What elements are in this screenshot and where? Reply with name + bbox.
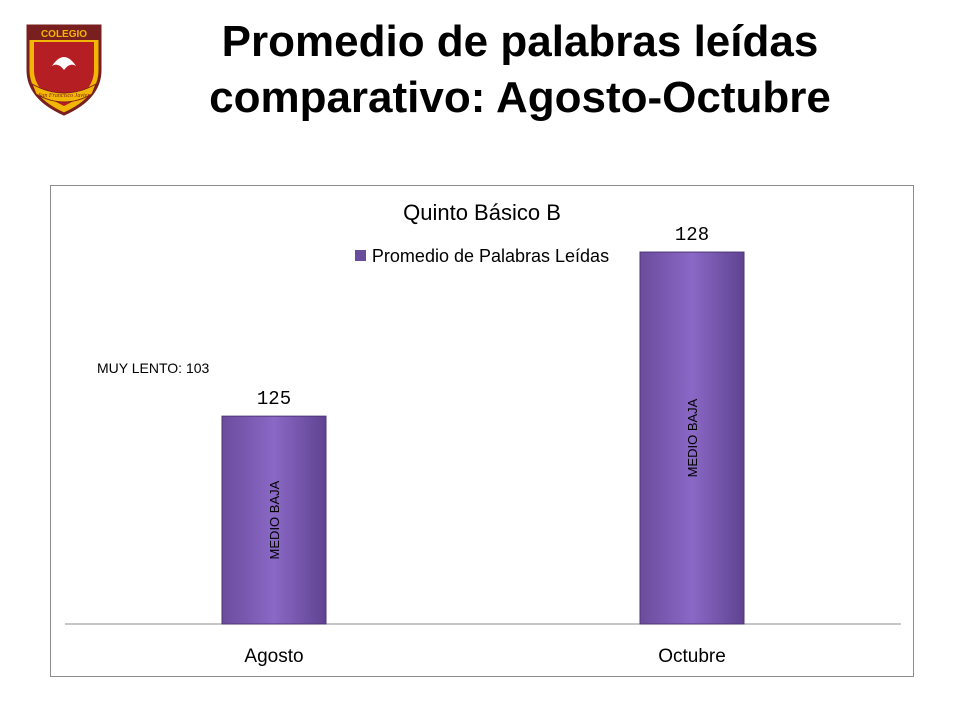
- bar-inner-label-octubre: MEDIO BAJA: [685, 398, 700, 477]
- legend-label: Promedio de Palabras Leídas: [371, 246, 610, 266]
- data-label-agosto: 125: [257, 388, 291, 410]
- chart-frame: 125 Agosto MEDIO BAJA 128 Octubre MEDIO BAJA …: [50, 185, 914, 677]
- school-crest-logo: COLEGIO San Francisco Javier: [26, 24, 102, 116]
- bar-chart: 125 Agosto MEDIO BAJA 128 Octubre MEDIO BAJA: [65, 224, 901, 667]
- logo-subtext: San Francisco Javier: [38, 93, 90, 99]
- page-title-line-2: comparativo: Agosto-Octubre: [209, 73, 831, 122]
- tick-label-octubre: Octubre: [658, 646, 726, 667]
- bar-octubre: [639, 251, 745, 625]
- legend-swatch: [354, 249, 366, 261]
- svg-text:MEDIO BAJA: MEDIO BAJA: [267, 480, 282, 559]
- tick-label-agosto: Agosto: [244, 646, 303, 667]
- page-title: Promedio de palabras leídas comparativo:…: [120, 14, 920, 126]
- svg-text:MEDIO BAJA: MEDIO BAJA: [685, 398, 700, 477]
- chart-annotation: MUY LENTO: 103: [97, 360, 210, 376]
- chart-title: Quinto Básico B: [403, 200, 561, 225]
- data-label-octubre: 128: [675, 224, 709, 246]
- bar-agosto: [221, 415, 327, 625]
- page-title-line-1: Promedio de palabras leídas: [221, 17, 819, 66]
- bar-inner-label-agosto: MEDIO BAJA: [267, 480, 282, 559]
- logo-text: COLEGIO: [41, 29, 87, 40]
- chart-legend: Promedio de Palabras Leídas: [51, 246, 913, 267]
